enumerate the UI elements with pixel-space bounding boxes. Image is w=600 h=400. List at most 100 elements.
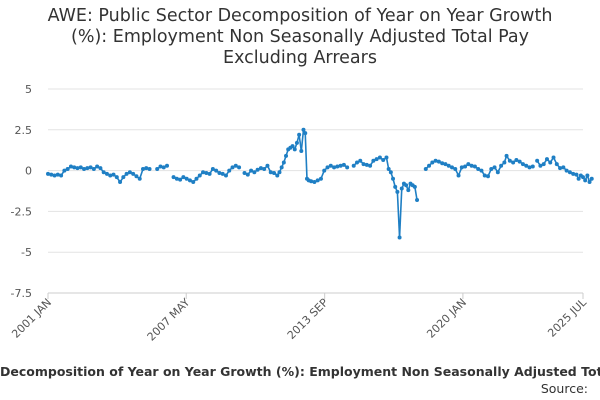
data-point xyxy=(507,158,512,163)
data-point xyxy=(587,180,592,185)
y-tick-label: -7.5 xyxy=(11,287,32,300)
data-point xyxy=(91,166,96,171)
data-point xyxy=(262,166,267,171)
data-point xyxy=(583,178,588,183)
data-point xyxy=(181,175,186,180)
chart-title-line-2: (%): Employment Non Seasonally Adjusted … xyxy=(71,27,529,47)
chart-title-line-1: AWE: Public Sector Decomposition of Year… xyxy=(47,6,553,26)
data-point xyxy=(272,171,277,176)
data-point xyxy=(68,164,73,169)
data-point xyxy=(328,163,333,168)
data-point xyxy=(59,173,64,178)
data-point xyxy=(210,166,215,171)
data-point xyxy=(463,164,468,169)
data-point xyxy=(237,165,242,170)
data-point xyxy=(223,173,228,178)
data-point xyxy=(459,165,464,170)
data-point xyxy=(294,140,299,145)
data-point xyxy=(297,132,302,137)
x-tick-label: 2025 JUL xyxy=(545,295,589,339)
data-point xyxy=(486,174,491,179)
data-point xyxy=(399,186,404,191)
data-point xyxy=(191,180,196,185)
data-point xyxy=(554,162,559,167)
data-point xyxy=(315,178,320,183)
data-point xyxy=(258,166,263,171)
data-point xyxy=(303,131,308,136)
data-point xyxy=(541,162,546,167)
data-point xyxy=(174,176,179,181)
data-point xyxy=(404,183,409,188)
data-point xyxy=(517,159,522,164)
data-point xyxy=(581,175,585,180)
data-point xyxy=(453,166,458,171)
data-point xyxy=(469,163,474,168)
data-point xyxy=(95,164,100,169)
data-point xyxy=(194,176,199,181)
data-point xyxy=(386,166,391,171)
legend-label: Decomposition of Year on Year Growth (%)… xyxy=(0,364,600,379)
data-point xyxy=(476,166,481,171)
data-point xyxy=(147,166,152,171)
data-point xyxy=(381,157,386,162)
data-point xyxy=(111,172,116,177)
data-point xyxy=(415,197,420,202)
series-segment xyxy=(398,188,403,238)
data-point xyxy=(82,166,87,171)
data-point xyxy=(178,177,183,182)
data-point xyxy=(440,161,445,166)
data-point xyxy=(249,168,254,173)
data-point xyxy=(127,170,132,175)
data-point xyxy=(406,188,411,193)
x-tick-label: 2013 SEP xyxy=(285,296,331,342)
data-point xyxy=(499,163,504,168)
data-point xyxy=(85,166,90,171)
series-segment xyxy=(300,129,305,152)
data-point xyxy=(322,168,327,173)
data-point xyxy=(207,171,212,176)
data-point xyxy=(158,164,163,169)
data-point xyxy=(65,166,70,171)
chart-grid xyxy=(48,88,583,294)
data-point xyxy=(520,162,525,167)
data-point xyxy=(574,172,579,177)
data-point xyxy=(576,176,581,181)
data-point xyxy=(52,173,57,178)
data-point xyxy=(220,171,225,176)
data-point xyxy=(49,172,54,177)
data-point xyxy=(325,165,330,170)
data-point xyxy=(489,166,494,171)
data-point xyxy=(155,166,160,171)
data-point xyxy=(514,157,519,162)
data-point xyxy=(301,127,306,132)
data-point xyxy=(187,178,192,183)
data-point xyxy=(511,160,516,165)
x-axis-ticks: 2001 JAN 2007 MAY 2013 SEP 2020 JAN 2025 JUL xyxy=(9,293,590,344)
data-point xyxy=(502,160,507,165)
data-point xyxy=(332,165,337,170)
data-point xyxy=(561,165,566,170)
data-point xyxy=(548,160,553,165)
data-point xyxy=(472,164,477,169)
series-employment xyxy=(46,127,594,240)
y-tick-label: -5 xyxy=(21,246,32,259)
data-point xyxy=(114,175,119,180)
data-point xyxy=(62,168,67,173)
chart-title: AWE: Public Sector Decomposition of Year… xyxy=(0,6,600,69)
data-point xyxy=(585,173,590,178)
data-point xyxy=(312,180,317,185)
data-point xyxy=(197,173,202,178)
data-point xyxy=(72,165,77,170)
data-point xyxy=(214,168,219,173)
data-point xyxy=(134,174,139,179)
data-point xyxy=(449,165,454,170)
x-tick-label: 2020 JAN xyxy=(424,296,469,341)
data-point xyxy=(397,235,402,240)
data-point xyxy=(354,160,359,165)
data-point xyxy=(530,164,535,169)
data-point xyxy=(78,165,83,170)
data-point xyxy=(184,176,189,181)
data-point xyxy=(504,153,509,158)
data-point xyxy=(131,171,136,176)
data-point xyxy=(104,171,109,176)
